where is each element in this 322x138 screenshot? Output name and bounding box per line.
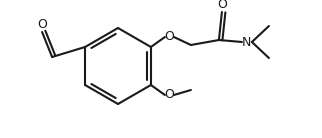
Text: N: N	[242, 35, 251, 48]
Text: O: O	[164, 30, 174, 43]
Text: O: O	[37, 18, 47, 31]
Text: O: O	[217, 0, 227, 11]
Text: O: O	[164, 88, 174, 102]
